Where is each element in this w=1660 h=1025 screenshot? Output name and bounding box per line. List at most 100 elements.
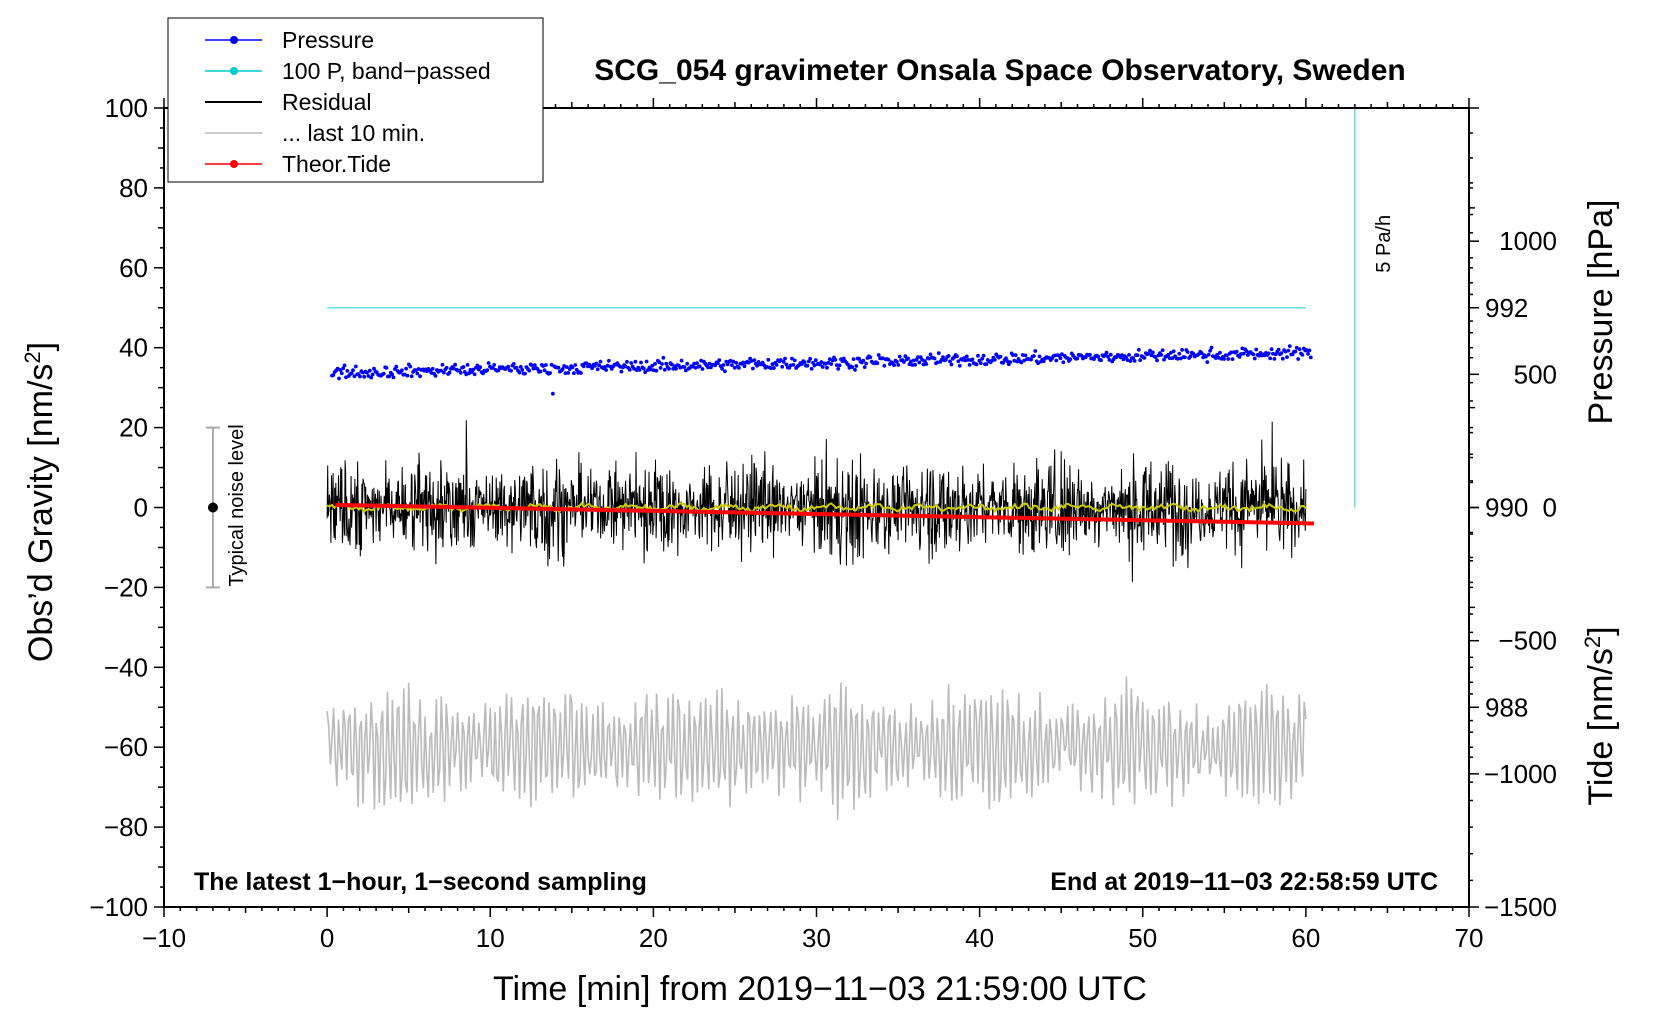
pressure-point	[685, 361, 690, 366]
y-axis-left-title-end: ]	[22, 342, 60, 351]
pressure-point	[819, 360, 824, 364]
pressure-point	[936, 351, 941, 355]
pressure-point	[1178, 356, 1183, 361]
pressure-point	[766, 357, 771, 362]
pressure-point	[367, 368, 372, 373]
legend-label: Residual	[282, 89, 372, 115]
pressure-point	[660, 362, 664, 366]
pressure-point	[741, 360, 745, 365]
x-tick-label: 0	[320, 923, 334, 953]
pressure-point	[633, 359, 638, 364]
pressure-point	[1033, 349, 1038, 353]
pressure-point	[868, 355, 873, 360]
pressure-point	[783, 356, 787, 361]
pressure-point	[595, 367, 600, 372]
y-axis-left-title-sup: 2	[20, 351, 45, 363]
pressure-point	[976, 353, 980, 358]
pressure-point	[876, 353, 881, 357]
pressure-point	[1148, 348, 1152, 353]
pressure-point	[669, 362, 674, 367]
pressure-point	[1068, 357, 1073, 362]
pressure-point	[573, 363, 578, 367]
pressure-point	[453, 362, 457, 367]
pressure-point	[590, 366, 594, 371]
pressure-point	[472, 372, 477, 377]
pressure-point	[1308, 355, 1313, 360]
tide-tick-label: −1000	[1484, 759, 1557, 789]
pressure-point	[1053, 353, 1057, 358]
pressure-point	[910, 363, 915, 367]
pressure-point	[594, 361, 599, 366]
y-tick-label: −40	[104, 652, 148, 682]
pressure-point	[518, 365, 523, 369]
pressure-point	[751, 366, 755, 371]
pressure-tick-label: 990	[1485, 493, 1528, 523]
y-axis-pressure-title: Pressure [hPa]	[1582, 200, 1620, 425]
pressure-point	[661, 355, 666, 360]
noise-marker-dot	[207, 502, 218, 513]
pressure-point	[1268, 356, 1273, 361]
pressure-point	[792, 358, 797, 363]
y-axis-pressure: 988 990 992	[1469, 107, 1528, 783]
pressure-point	[1306, 351, 1310, 356]
pressure-point	[949, 362, 954, 367]
pressure-point	[802, 360, 807, 365]
pressure-point	[784, 362, 789, 367]
pressure-point	[342, 363, 347, 368]
tide-tick-label: 1000	[1499, 226, 1557, 256]
pressure-point	[520, 368, 525, 372]
pressure-point	[713, 363, 717, 368]
pressure-point	[941, 355, 945, 360]
pressure-point	[1075, 356, 1080, 361]
pressure-point	[1011, 353, 1015, 357]
legend-label: ... last 10 min.	[282, 120, 425, 146]
pressure-point	[875, 361, 880, 366]
pressure-point	[579, 371, 583, 375]
pressure-point	[362, 374, 367, 379]
pressure-point	[352, 374, 357, 379]
pressure-point	[992, 357, 997, 362]
pressure-point	[923, 359, 927, 363]
noise-marker-label: Typical noise level	[226, 424, 248, 586]
pressure-point	[1279, 351, 1284, 355]
pressure-point	[1285, 355, 1289, 359]
pressure-point	[560, 367, 565, 371]
pressure-point	[1166, 352, 1171, 357]
pressure-point	[906, 356, 910, 361]
pressure-point	[679, 358, 684, 363]
pressure-point	[746, 360, 751, 365]
pressure-point	[964, 354, 969, 359]
pressure-point	[597, 363, 601, 368]
y-axis-tide-title: Tide [nm/s2]	[1580, 626, 1620, 805]
pressure-point	[1162, 357, 1166, 362]
pressure-point	[1127, 353, 1131, 357]
pressure-point	[1036, 361, 1040, 366]
pressure-point	[548, 371, 552, 375]
x-tick-label: 70	[1455, 923, 1484, 953]
pressure-point	[641, 366, 646, 371]
pressure-point	[1286, 348, 1291, 353]
pressure-point	[461, 365, 466, 369]
pressure-point	[458, 370, 463, 375]
pressure-point	[338, 368, 343, 372]
pressure-point	[567, 367, 572, 371]
series-last10min-line	[326, 676, 1307, 820]
pressure-point	[563, 371, 568, 376]
y-tick-label: 60	[119, 253, 148, 283]
pressure-point	[717, 358, 722, 362]
pressure-point	[1287, 344, 1292, 348]
pressure-point	[980, 356, 985, 361]
pressure-point	[1297, 347, 1302, 352]
pressure-point	[778, 358, 783, 362]
pressure-point	[651, 368, 656, 373]
pressure-point	[1234, 349, 1239, 354]
pressure-point	[1176, 356, 1180, 361]
pressure-point	[813, 358, 818, 363]
y-tick-label: −60	[104, 732, 148, 762]
pressure-point	[1304, 348, 1309, 352]
pressure-point	[721, 363, 726, 367]
pressure-point	[1272, 357, 1277, 361]
pressure-point	[1293, 349, 1298, 354]
